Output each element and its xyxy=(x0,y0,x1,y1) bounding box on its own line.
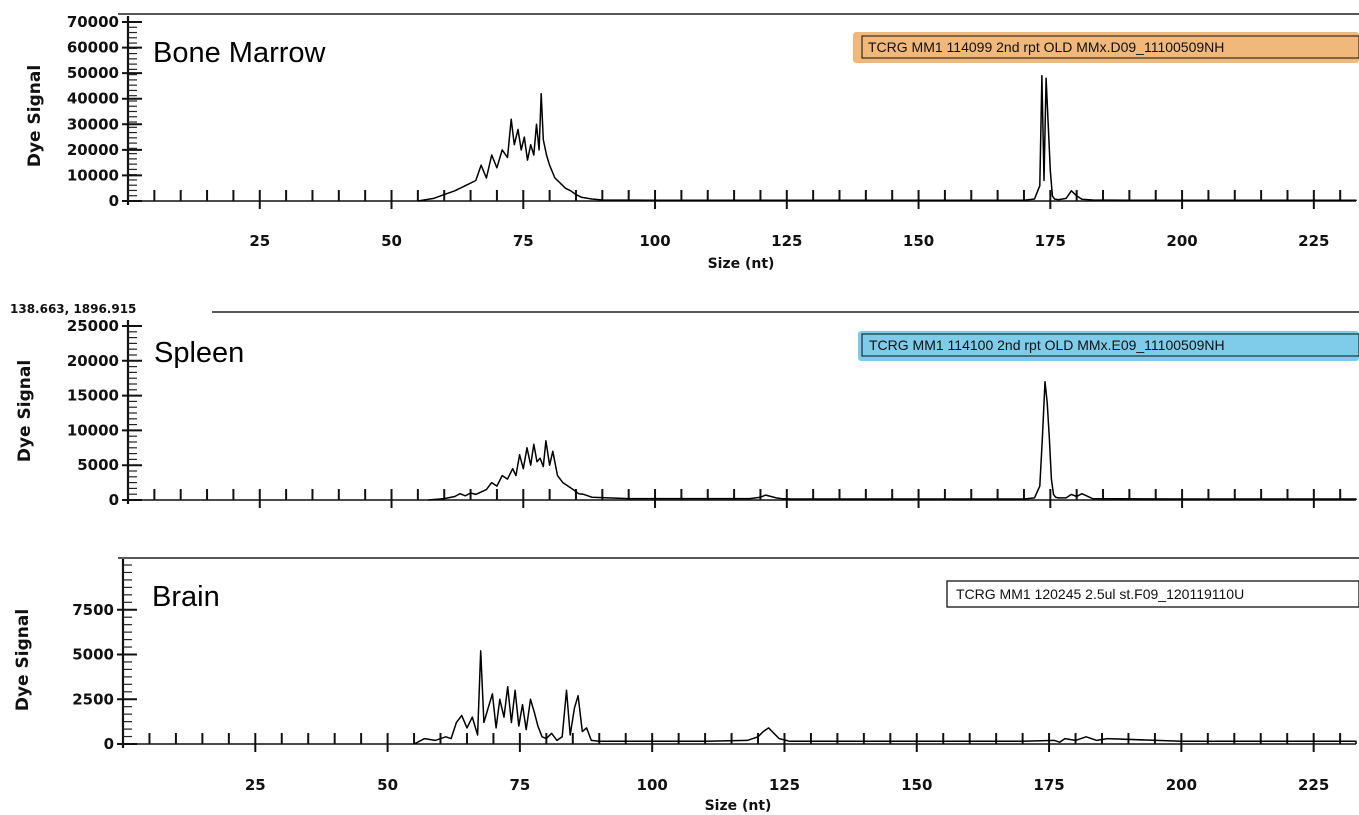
panel-label: Brain xyxy=(152,581,220,613)
panel-label: Spleen xyxy=(154,337,244,369)
x-tick-label: 100 xyxy=(639,232,670,250)
y-tick-label: 0 xyxy=(104,735,114,753)
x-tick-label: 125 xyxy=(771,232,802,250)
x-tick-label: 25 xyxy=(245,776,266,794)
x-tick-label: 100 xyxy=(637,776,668,794)
x-tick-label: 175 xyxy=(1033,776,1064,794)
sample-name-tag: TCRG MM1 114099 2nd rpt OLD MMx.D09_1110… xyxy=(853,32,1359,63)
y-tick-label: 5000 xyxy=(77,456,119,474)
x-tick-label: 50 xyxy=(381,232,402,250)
sample-name-text: TCRG MM1 114099 2nd rpt OLD MMx.D09_1110… xyxy=(868,39,1224,55)
y-tick-label: 40000 xyxy=(67,90,119,108)
x-tick-label: 175 xyxy=(1035,232,1066,250)
sample-name-tag: TCRG MM1 114100 2nd rpt OLD MMx.E09_1110… xyxy=(858,331,1359,361)
x-tick-label: 50 xyxy=(377,776,398,794)
y-tick-label: 60000 xyxy=(67,39,119,57)
y-tick-label: 25000 xyxy=(67,317,119,335)
y-tick-label: 20000 xyxy=(67,141,119,159)
sample-name-tag: TCRG MM1 120245 2.5ul st.F09_120119110U xyxy=(947,581,1359,607)
x-tick-label: 75 xyxy=(509,776,530,794)
y-axis-label: Dye Signal xyxy=(13,609,33,711)
x-tick-label: 150 xyxy=(903,232,934,250)
y-tick-label: 0 xyxy=(109,491,119,509)
y-tick-label: 2500 xyxy=(72,690,114,708)
x-tick-label: 225 xyxy=(1298,776,1329,794)
x-tick-label: 200 xyxy=(1166,232,1197,250)
y-tick-label: 70000 xyxy=(67,13,119,31)
x-tick-label: 25 xyxy=(249,232,270,250)
sample-name-text: TCRG MM1 120245 2.5ul st.F09_120119110U xyxy=(956,586,1244,602)
x-tick-label: 200 xyxy=(1166,776,1197,794)
y-tick-label: 50000 xyxy=(67,64,119,82)
y-axis-label: Dye Signal xyxy=(25,65,45,167)
x-axis-label: Size (nt) xyxy=(705,798,772,814)
y-tick-label: 10000 xyxy=(67,166,119,184)
sample-name-text: TCRG MM1 114100 2nd rpt OLD MMx.E09_1110… xyxy=(869,337,1225,353)
y-tick-label: 30000 xyxy=(67,115,119,133)
y-tick-label: 20000 xyxy=(67,352,119,370)
panel-label: Bone Marrow xyxy=(153,37,327,69)
x-tick-label: 225 xyxy=(1298,232,1329,250)
y-tick-label: 5000 xyxy=(72,646,114,664)
x-tick-label: 150 xyxy=(901,776,932,794)
x-tick-label: 125 xyxy=(769,776,800,794)
y-axis-label: Dye Signal xyxy=(15,360,35,462)
y-tick-label: 10000 xyxy=(67,421,119,439)
x-axis-label: Size (nt) xyxy=(708,256,775,272)
y-tick-label: 15000 xyxy=(67,387,119,405)
x-tick-label: 75 xyxy=(513,232,534,250)
cursor-readout: 138.663, 1896.915 xyxy=(10,302,136,316)
y-tick-label: 0 xyxy=(109,192,119,210)
y-tick-label: 7500 xyxy=(72,601,114,619)
